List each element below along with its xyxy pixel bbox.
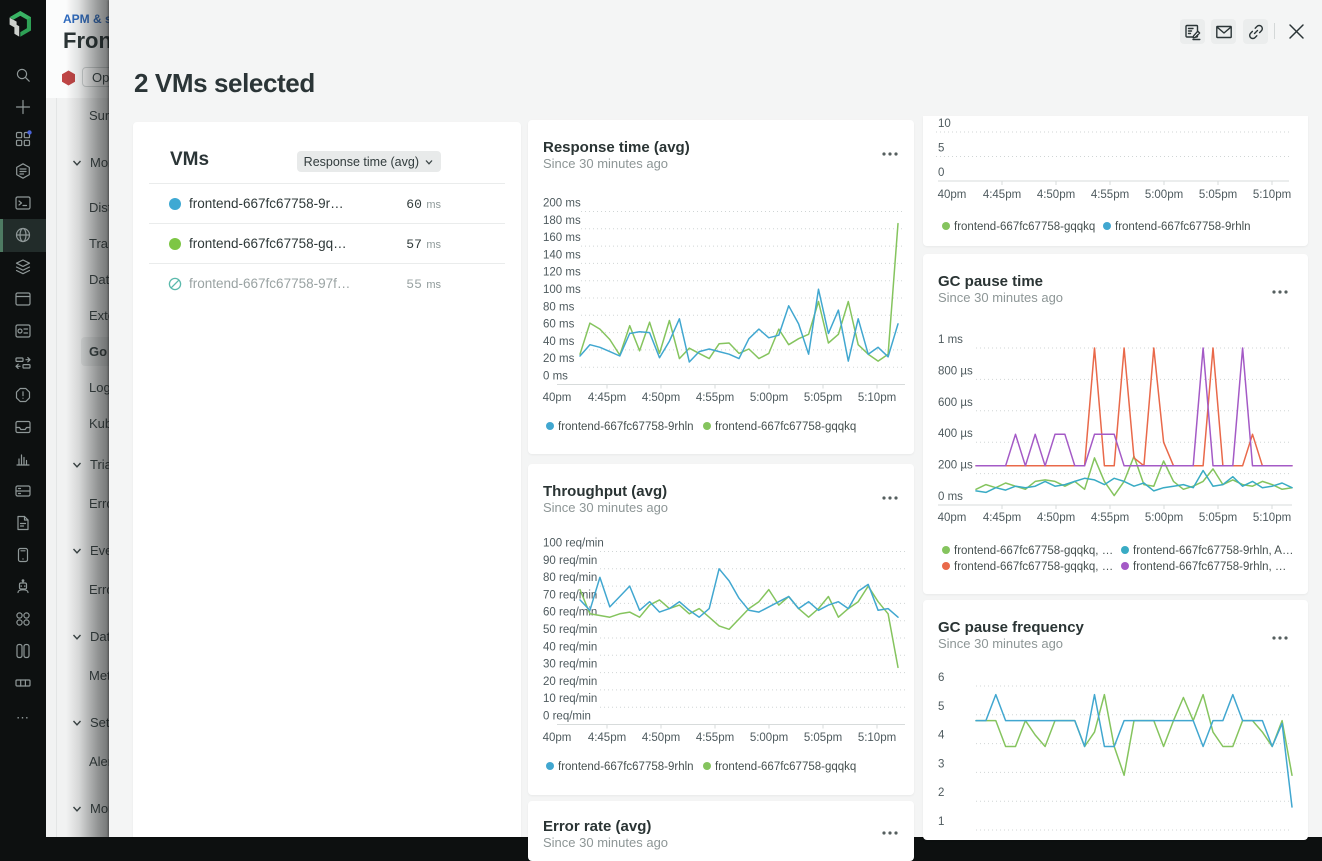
svg-text:100 req/min: 100 req/min — [543, 538, 604, 550]
svg-text:400 µs: 400 µs — [938, 428, 973, 440]
svg-text:frontend-667fc67758-gqqkq, …: frontend-667fc67758-gqqkq, … — [954, 545, 1113, 557]
svg-text:5:05pm: 5:05pm — [1199, 512, 1237, 524]
svg-text:5:10pm: 5:10pm — [858, 732, 896, 744]
svg-text:40 ms: 40 ms — [543, 336, 575, 348]
svg-text:70 req/min: 70 req/min — [543, 589, 597, 601]
svg-text:4:50pm: 4:50pm — [1037, 189, 1075, 201]
svg-text:2: 2 — [938, 787, 944, 799]
svg-text:4:50pm: 4:50pm — [1037, 512, 1075, 524]
svg-text:GC pause time: GC pause time — [938, 273, 1043, 290]
svg-text:5: 5 — [938, 143, 944, 155]
svg-text:5:05pm: 5:05pm — [804, 732, 842, 744]
svg-text:Since 30 minutes ago: Since 30 minutes ago — [543, 835, 668, 850]
svg-text:40pm: 40pm — [938, 189, 967, 201]
svg-text:frontend-667fc67758-gqqkq: frontend-667fc67758-gqqkq — [715, 761, 856, 773]
svg-text:1: 1 — [938, 816, 944, 828]
svg-text:frontend-667fc67758-9rhln, …: frontend-667fc67758-9rhln, … — [1133, 561, 1286, 573]
svg-text:frontend-667fc67758-9rhln: frontend-667fc67758-9rhln — [558, 421, 694, 433]
svg-text:frontend-667fc67758-9rhln: frontend-667fc67758-9rhln — [1115, 221, 1251, 233]
svg-text:40pm: 40pm — [543, 392, 572, 404]
svg-text:10 req/min: 10 req/min — [543, 693, 597, 705]
svg-text:20 ms: 20 ms — [543, 353, 575, 365]
svg-text:80 ms: 80 ms — [543, 301, 575, 313]
svg-text:5:00pm: 5:00pm — [750, 392, 788, 404]
svg-text:180 ms: 180 ms — [543, 215, 581, 227]
svg-text:4:55pm: 4:55pm — [696, 392, 734, 404]
svg-text:20 req/min: 20 req/min — [543, 676, 597, 688]
svg-text:40 req/min: 40 req/min — [543, 641, 597, 653]
svg-text:0 ms: 0 ms — [938, 491, 963, 503]
svg-text:5:10pm: 5:10pm — [1253, 189, 1291, 201]
svg-text:Since 30 minutes ago: Since 30 minutes ago — [543, 156, 668, 171]
svg-text:0 req/min: 0 req/min — [543, 711, 591, 723]
svg-text:5: 5 — [938, 701, 944, 713]
svg-text:4:45pm: 4:45pm — [588, 392, 626, 404]
svg-text:160 ms: 160 ms — [543, 232, 581, 244]
svg-text:4:55pm: 4:55pm — [1091, 189, 1129, 201]
svg-text:140 ms: 140 ms — [543, 249, 581, 261]
svg-text:Throughput (avg): Throughput (avg) — [543, 483, 667, 500]
svg-text:5:05pm: 5:05pm — [804, 392, 842, 404]
svg-text:60 ms: 60 ms — [543, 319, 575, 331]
svg-text:frontend-667fc67758-gqqkq, …: frontend-667fc67758-gqqkq, … — [954, 561, 1113, 573]
svg-text:60 req/min: 60 req/min — [543, 607, 597, 619]
svg-text:30 req/min: 30 req/min — [543, 659, 597, 671]
svg-text:1 ms: 1 ms — [938, 334, 963, 346]
svg-text:3: 3 — [938, 758, 944, 770]
svg-text:4:45pm: 4:45pm — [588, 732, 626, 744]
svg-text:5:10pm: 5:10pm — [1253, 512, 1291, 524]
svg-text:6: 6 — [938, 672, 944, 684]
svg-text:40pm: 40pm — [938, 512, 967, 524]
svg-text:0: 0 — [938, 167, 944, 179]
svg-text:80 req/min: 80 req/min — [543, 572, 597, 584]
svg-text:200 ms: 200 ms — [543, 198, 581, 210]
svg-text:90 req/min: 90 req/min — [543, 555, 597, 567]
svg-text:100 ms: 100 ms — [543, 284, 581, 296]
svg-text:4:55pm: 4:55pm — [696, 732, 734, 744]
svg-text:Error rate (avg): Error rate (avg) — [543, 818, 651, 835]
svg-text:600 µs: 600 µs — [938, 397, 973, 409]
svg-text:800 µs: 800 µs — [938, 365, 973, 377]
svg-text:GC pause frequency: GC pause frequency — [938, 619, 1085, 636]
svg-text:200 µs: 200 µs — [938, 460, 973, 472]
svg-text:Since 30 minutes ago: Since 30 minutes ago — [543, 500, 668, 515]
svg-text:5:10pm: 5:10pm — [858, 392, 896, 404]
svg-text:frontend-667fc67758-9rhln, A…: frontend-667fc67758-9rhln, A… — [1133, 545, 1293, 557]
svg-text:5:00pm: 5:00pm — [750, 732, 788, 744]
svg-text:Since 30 minutes ago: Since 30 minutes ago — [938, 290, 1063, 305]
svg-text:frontend-667fc67758-gqqkq: frontend-667fc67758-gqqkq — [954, 221, 1095, 233]
svg-text:4:45pm: 4:45pm — [983, 512, 1021, 524]
svg-text:10: 10 — [938, 118, 951, 130]
svg-text:4:50pm: 4:50pm — [642, 732, 680, 744]
svg-text:0 ms: 0 ms — [543, 371, 568, 383]
svg-text:frontend-667fc67758-gqqkq: frontend-667fc67758-gqqkq — [715, 421, 856, 433]
svg-text:5:05pm: 5:05pm — [1199, 189, 1237, 201]
svg-text:50 req/min: 50 req/min — [543, 624, 597, 636]
svg-text:40pm: 40pm — [543, 732, 572, 744]
svg-text:4: 4 — [938, 730, 945, 742]
svg-text:4:55pm: 4:55pm — [1091, 512, 1129, 524]
svg-text:4:50pm: 4:50pm — [642, 392, 680, 404]
svg-text:120 ms: 120 ms — [543, 267, 581, 279]
svg-text:4:45pm: 4:45pm — [983, 189, 1021, 201]
svg-text:frontend-667fc67758-9rhln: frontend-667fc67758-9rhln — [558, 761, 694, 773]
svg-text:Response time (avg): Response time (avg) — [543, 139, 690, 156]
svg-text:5:00pm: 5:00pm — [1145, 512, 1183, 524]
svg-text:Since 30 minutes ago: Since 30 minutes ago — [938, 636, 1063, 651]
svg-text:5:00pm: 5:00pm — [1145, 189, 1183, 201]
